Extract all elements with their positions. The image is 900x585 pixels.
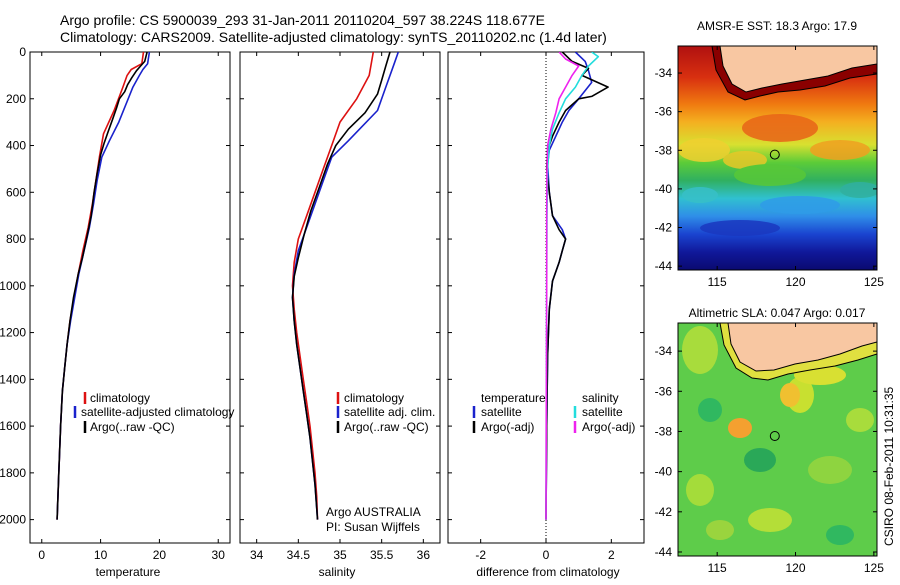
series-salinity-argo-adj- xyxy=(545,52,580,520)
lon-tick-label: 125 xyxy=(864,561,884,575)
lat-tick-label: -42 xyxy=(655,505,673,519)
sla-depth-contour xyxy=(719,323,877,381)
legend-salinity-heading: salinity xyxy=(582,391,619,405)
lat-tick-label: -38 xyxy=(655,424,673,438)
series-climatology xyxy=(291,52,375,520)
sla-map-panel: Altimetric SLA: 0.047 Argo: 0.017 xyxy=(655,306,885,575)
lon-tick-label: 120 xyxy=(786,561,806,575)
legend-sal-argo: Argo(-adj) xyxy=(582,420,635,434)
depth-tick-label: 1200 xyxy=(0,326,26,340)
x-tick-label: 10 xyxy=(94,548,108,562)
lat-tick-label: -44 xyxy=(655,259,673,273)
depth-tick-label: 1800 xyxy=(0,466,26,480)
salinity-xlabel: salinity xyxy=(319,565,356,579)
x-tick-label: 36 xyxy=(417,548,431,562)
legend-temp-argo: Argo(-adj) xyxy=(481,420,534,434)
lat-tick-label: -36 xyxy=(655,105,673,119)
lon-tick-label: 125 xyxy=(864,275,884,289)
depth-tick-label: 600 xyxy=(6,185,26,199)
x-tick-label: 30 xyxy=(212,548,226,562)
sst-axes-box xyxy=(677,45,878,271)
sla-argo-position-marker xyxy=(769,431,780,441)
sst-map-title: AMSR-E SST: 18.3 Argo: 17.9 xyxy=(697,19,857,33)
x-tick-label: 0 xyxy=(543,548,550,562)
x-tick-label: -2 xyxy=(475,548,486,562)
sla-axes-box xyxy=(677,322,878,557)
legend-temperature-heading: temperature xyxy=(481,391,546,405)
temperature-axes-box xyxy=(29,51,231,544)
pi-label: PI: Susan Wijffels xyxy=(326,520,420,534)
depth-tick-label: 1600 xyxy=(0,419,26,433)
x-tick-label: 34 xyxy=(250,548,264,562)
legend-sal-satellite: satellite xyxy=(582,405,623,419)
salinity-series xyxy=(291,52,400,520)
legend-temp-satellite: satellite xyxy=(481,405,522,419)
x-tick-label: 34.5 xyxy=(287,548,311,562)
difference-ticks: -2 0 2 xyxy=(448,51,644,562)
depth-tick-label: 1000 xyxy=(0,279,26,293)
temperature-series xyxy=(56,52,151,520)
figure-title-line-2: Climatology: CARS2009. Satellite-adjuste… xyxy=(60,29,607,45)
legend-satellite-adjusted: satellite-adjusted climatology xyxy=(81,405,234,419)
legend-climatology: climatology xyxy=(90,391,150,405)
argo-program-label: Argo AUSTRALIA xyxy=(326,505,421,519)
temperature-xlabel: temperature xyxy=(96,565,161,579)
depth-tick-label: 400 xyxy=(6,139,26,153)
lat-tick-label: -40 xyxy=(655,465,673,479)
difference-xlabel: difference from climatology xyxy=(476,565,619,579)
lon-tick-label: 120 xyxy=(786,275,806,289)
depth-tick-label: 800 xyxy=(6,232,26,246)
x-tick-label: 0 xyxy=(38,548,45,562)
temperature-legend: climatology satellite-adjusted climatolo… xyxy=(73,391,234,434)
difference-panel: -2 0 2 difference from climatology tempera… xyxy=(447,51,645,579)
lat-tick-label: -36 xyxy=(655,384,673,398)
lat-tick-label: -34 xyxy=(655,66,673,80)
salinity-legend: climatology satellite adj. clim. Argo(..… xyxy=(336,391,435,434)
lat-tick-label: -38 xyxy=(655,143,673,157)
lat-tick-label: -34 xyxy=(655,344,673,358)
lat-tick-label: -40 xyxy=(655,182,673,196)
sst-argo-position-marker xyxy=(769,149,780,160)
temperature-panel: 0 200 400 600 800 1000 1200 1400 1600 1800 2000 0 10… xyxy=(0,45,234,579)
sst-land xyxy=(719,46,877,93)
legend-argo: Argo(..raw -QC) xyxy=(344,420,429,434)
salinity-panel: 34 34.5 35 35.5 36 salinity climatology sate… xyxy=(239,51,441,579)
legend-climatology: climatology xyxy=(344,391,404,405)
sst-field-texture xyxy=(678,114,877,236)
difference-legend: temperature satellite Argo(-adj) salinit… xyxy=(472,391,635,434)
depth-tick-label: 1400 xyxy=(0,372,26,386)
sst-depth-contour xyxy=(711,46,877,101)
lon-tick-label: 115 xyxy=(708,561,727,575)
difference-series xyxy=(545,52,609,543)
x-tick-label: 20 xyxy=(153,548,167,562)
lon-tick-label: 115 xyxy=(708,275,727,289)
sst-map-panel: AMSR-E SST: 18.3 Argo: 17.9 -34 -36 -38 -40… xyxy=(655,19,885,289)
legend-argo: Argo(..raw -QC) xyxy=(90,420,175,434)
depth-tick-label: 200 xyxy=(6,92,26,106)
x-tick-label: 35 xyxy=(333,548,347,562)
series-argo-raw-qc- xyxy=(291,52,391,520)
sla-ticks: -34 -36 -38 -40 -42 -44 115 120 125 xyxy=(655,323,884,575)
x-tick-label: 35.5 xyxy=(370,548,394,562)
series-argo-raw-qc- xyxy=(56,52,148,520)
lat-tick-label: -44 xyxy=(655,545,673,559)
x-tick-label: 2 xyxy=(608,548,615,562)
figure-title-line-1: Argo profile: CS 5900039_293 31-Jan-2011… xyxy=(60,12,545,28)
sst-ticks: -34 -36 -38 -40 -42 -44 115 120 125 xyxy=(655,46,884,289)
temperature-ticks: 0 200 400 600 800 1000 1200 1400 1600 1800 2000 0 10… xyxy=(0,45,230,562)
lat-tick-label: -42 xyxy=(655,221,673,235)
depth-tick-label: 0 xyxy=(19,45,26,59)
sla-land xyxy=(727,323,877,372)
salinity-ticks: 34 34.5 35 35.5 36 xyxy=(240,51,440,562)
csiro-timestamp: CSIRO 08-Feb-2011 10:31:35 xyxy=(882,386,896,546)
salinity-axes-box xyxy=(239,51,441,544)
sla-map-title: Altimetric SLA: 0.047 Argo: 0.017 xyxy=(689,306,866,320)
legend-satellite-adj: satellite adj. clim. xyxy=(344,405,435,419)
depth-tick-label: 2000 xyxy=(0,513,26,527)
